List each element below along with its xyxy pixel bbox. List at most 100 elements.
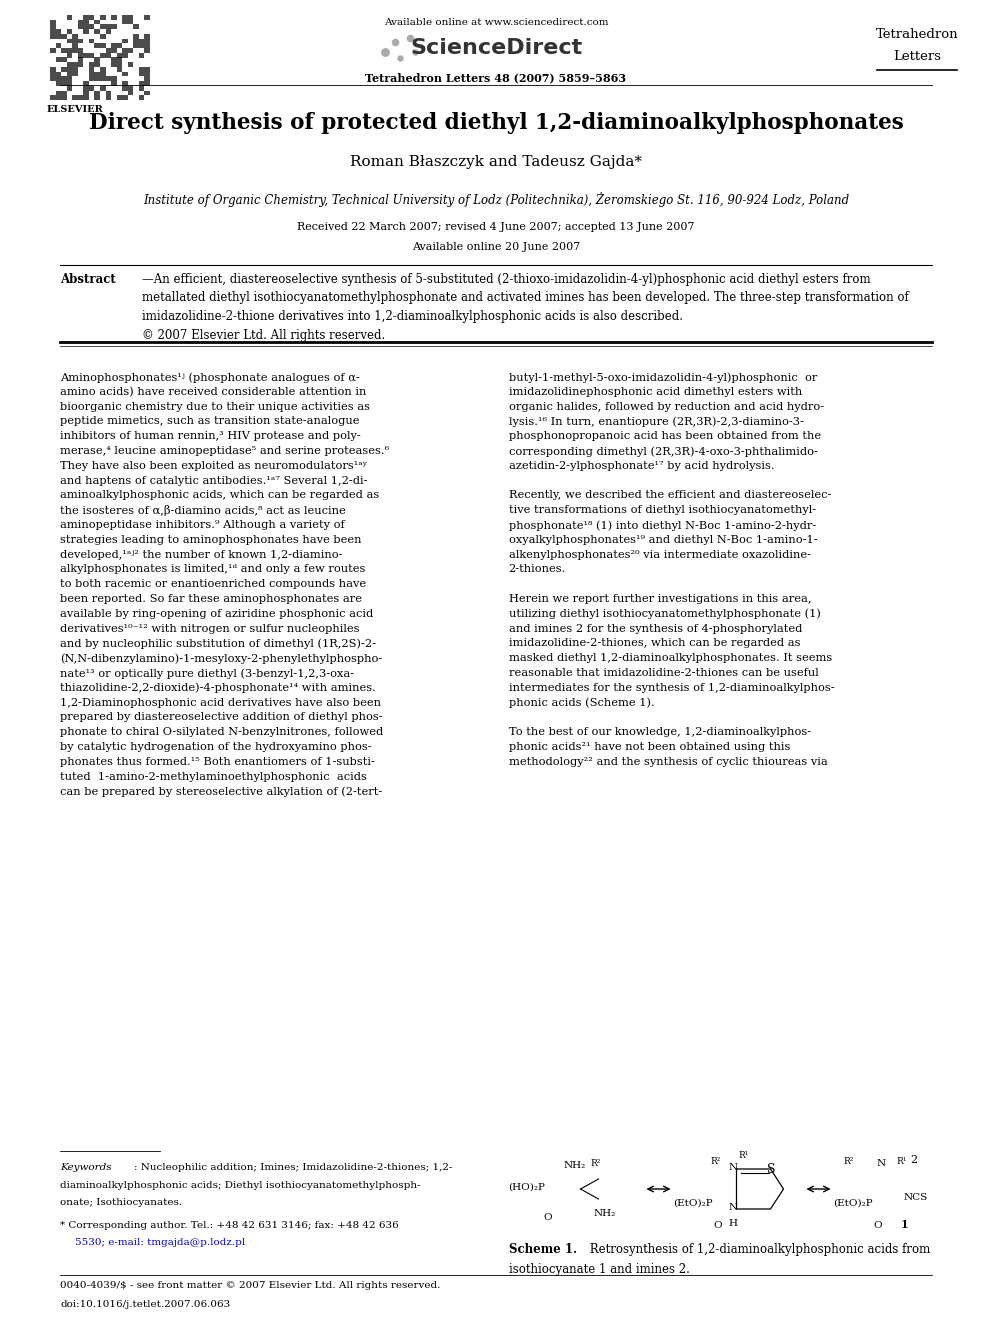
Text: imidazolidine-2-thiones, which can be regarded as: imidazolidine-2-thiones, which can be re… — [509, 639, 800, 648]
Text: azetidin-2-ylphosphonate¹⁷ by acid hydrolysis.: azetidin-2-ylphosphonate¹⁷ by acid hydro… — [509, 460, 774, 471]
Bar — [117, 67, 122, 71]
Text: doi:10.1016/j.tetlet.2007.06.063: doi:10.1016/j.tetlet.2007.06.063 — [60, 1301, 230, 1308]
Text: R¹: R¹ — [738, 1151, 749, 1160]
Text: 0040-4039/$ - see front matter © 2007 Elsevier Ltd. All rights reserved.: 0040-4039/$ - see front matter © 2007 El… — [60, 1281, 440, 1290]
Bar — [100, 77, 105, 81]
Bar — [72, 44, 77, 48]
Point — [387, 32, 403, 53]
Bar — [117, 95, 122, 101]
Text: corresponding dimethyl (2R,3R)-4-oxo-3-phthalimido-: corresponding dimethyl (2R,3R)-4-oxo-3-p… — [509, 446, 817, 456]
Bar — [117, 62, 122, 67]
Bar — [105, 24, 111, 29]
Bar — [105, 90, 111, 95]
Text: and haptens of catalytic antibodies.¹ᵃ⁷ Several 1,2-di-: and haptens of catalytic antibodies.¹ᵃ⁷ … — [60, 475, 367, 486]
Bar — [66, 77, 72, 81]
Bar — [56, 71, 62, 77]
Bar — [145, 44, 150, 48]
Bar — [56, 44, 62, 48]
Bar — [122, 71, 128, 77]
Bar — [139, 38, 145, 44]
Text: Institute of Organic Chemistry, Technical University of Lodz (Politechnika), Żer: Institute of Organic Chemistry, Technica… — [143, 192, 849, 206]
Bar — [56, 95, 62, 101]
Bar — [56, 29, 62, 34]
Bar — [66, 67, 72, 71]
Bar — [72, 71, 77, 77]
Text: Direct synthesis of protected diethyl 1,2-diaminoalkylphosphonates: Direct synthesis of protected diethyl 1,… — [88, 112, 904, 134]
Text: organic halides, followed by reduction and acid hydro-: organic halides, followed by reduction a… — [509, 402, 823, 411]
Bar — [66, 53, 72, 57]
Text: diaminoalkylphosphonic acids; Diethyl isothiocyanatomethylphosph-: diaminoalkylphosphonic acids; Diethyl is… — [60, 1180, 421, 1189]
Text: O: O — [544, 1213, 553, 1222]
Bar — [72, 48, 77, 53]
Bar — [89, 62, 94, 67]
Bar — [117, 57, 122, 62]
Bar — [111, 24, 117, 29]
Bar — [105, 77, 111, 81]
Bar — [122, 20, 128, 24]
Bar — [145, 90, 150, 95]
Bar — [94, 57, 100, 62]
Text: to both racemic or enantioenriched compounds have: to both racemic or enantioenriched compo… — [60, 579, 366, 589]
Bar — [66, 86, 72, 90]
Bar — [139, 81, 145, 86]
Text: Aminophosphonates¹ʲ (phosphonate analogues of α-: Aminophosphonates¹ʲ (phosphonate analogu… — [60, 372, 360, 382]
Text: Abstract: Abstract — [60, 273, 116, 286]
Text: N: N — [728, 1163, 738, 1172]
Bar — [50, 20, 56, 24]
Point — [392, 48, 408, 69]
Bar — [145, 81, 150, 86]
Text: O: O — [874, 1221, 882, 1230]
Bar — [111, 62, 117, 67]
Bar — [117, 44, 122, 48]
Text: Herein we report further investigations in this area,: Herein we report further investigations … — [509, 594, 811, 605]
Bar — [111, 15, 117, 20]
Bar — [83, 24, 89, 29]
Text: (EtO)₂P: (EtO)₂P — [833, 1199, 873, 1208]
Bar — [139, 53, 145, 57]
Bar — [89, 15, 94, 20]
Text: R²: R² — [843, 1158, 854, 1166]
Text: ScienceDirect: ScienceDirect — [410, 38, 582, 58]
Bar — [94, 95, 100, 101]
Text: alkenylphosphonates²⁰ via intermediate oxazolidine-: alkenylphosphonates²⁰ via intermediate o… — [509, 549, 810, 560]
Bar — [66, 71, 72, 77]
Text: NH₂: NH₂ — [593, 1209, 616, 1218]
Text: Available online 20 June 2007: Available online 20 June 2007 — [412, 242, 580, 251]
Text: R¹: R¹ — [897, 1158, 907, 1166]
Bar — [50, 71, 56, 77]
Bar — [77, 48, 83, 53]
Bar — [100, 15, 105, 20]
Bar — [111, 44, 117, 48]
Text: (EtO)₂P: (EtO)₂P — [674, 1199, 713, 1208]
Bar — [62, 34, 66, 38]
Bar — [145, 48, 150, 53]
Bar — [133, 24, 139, 29]
Bar — [89, 24, 94, 29]
Bar — [66, 62, 72, 67]
Text: inhibitors of human rennin,³ HIV protease and poly-: inhibitors of human rennin,³ HIV proteas… — [60, 431, 361, 441]
Bar — [62, 81, 66, 86]
Text: (N,N-dibenzylamino)-1-mesyloxy-2-phenylethylphospho-: (N,N-dibenzylamino)-1-mesyloxy-2-phenyle… — [60, 654, 382, 664]
Bar — [50, 29, 56, 34]
Bar — [77, 95, 83, 101]
Bar — [56, 77, 62, 81]
Bar — [77, 53, 83, 57]
Text: thiazolidine-2,2-dioxide)-4-phosphonate¹⁴ with amines.: thiazolidine-2,2-dioxide)-4-phosphonate¹… — [60, 683, 376, 693]
Text: Received 22 March 2007; revised 4 June 2007; accepted 13 June 2007: Received 22 March 2007; revised 4 June 2… — [298, 222, 694, 232]
Text: tive transformations of diethyl isothiocyanatomethyl-: tive transformations of diethyl isothioc… — [509, 505, 815, 515]
Text: and by nucleophilic substitution of dimethyl (1R,2S)-2-: and by nucleophilic substitution of dime… — [60, 639, 376, 650]
Bar — [66, 38, 72, 44]
Bar — [139, 67, 145, 71]
Text: Tetrahedron Letters 48 (2007) 5859–5863: Tetrahedron Letters 48 (2007) 5859–5863 — [365, 71, 627, 83]
Text: R²: R² — [590, 1159, 601, 1168]
Text: and imines 2 for the synthesis of 4-phosphorylated: and imines 2 for the synthesis of 4-phos… — [509, 623, 802, 634]
Bar — [139, 95, 145, 101]
Bar — [83, 20, 89, 24]
Bar — [100, 44, 105, 48]
Text: 2-thiones.: 2-thiones. — [509, 565, 565, 574]
Text: butyl-1-methyl-5-oxo-imidazolidin-4-yl)phosphonic  or: butyl-1-methyl-5-oxo-imidazolidin-4-yl)p… — [509, 372, 816, 382]
Text: methodology²² and the synthesis of cyclic thioureas via: methodology²² and the synthesis of cycli… — [509, 757, 827, 767]
Bar — [56, 90, 62, 95]
Bar — [145, 67, 150, 71]
Text: peptide mimetics, such as transition state-analogue: peptide mimetics, such as transition sta… — [60, 417, 359, 426]
